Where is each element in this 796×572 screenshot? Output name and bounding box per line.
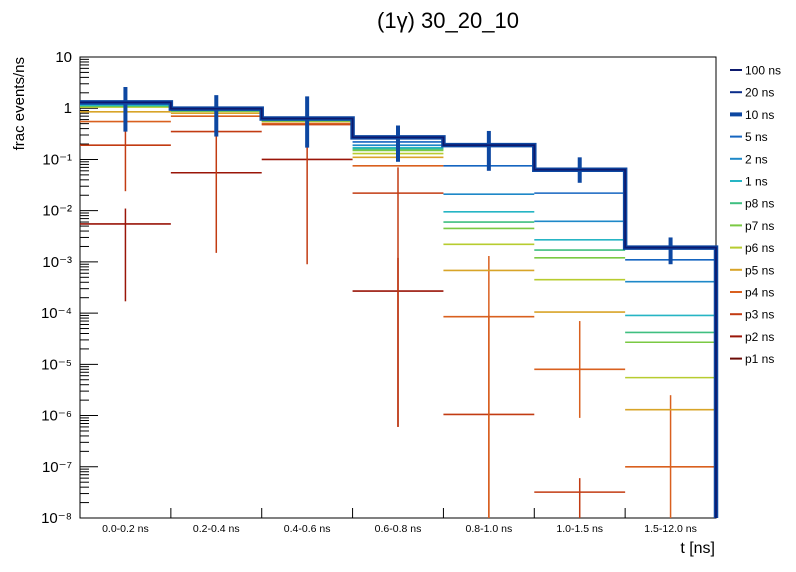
y-tick-label: 10⁻⁵ xyxy=(41,356,72,373)
legend-label: p1 ns xyxy=(745,352,774,366)
x-tick-label: 1.0-1.5 ns xyxy=(556,523,603,535)
legend-label: p2 ns xyxy=(745,330,774,344)
legend-label: p7 ns xyxy=(745,219,774,233)
legend: 100 ns 20 ns 10 ns 5 ns 2 ns 1 ns p8 ns p7 ns p6… xyxy=(730,64,781,366)
y-axis-label: frac events/ns xyxy=(11,57,28,150)
y-tick-label: 10⁻³ xyxy=(42,254,72,271)
legend-label: 2 ns xyxy=(745,152,768,166)
legend-label: p4 ns xyxy=(745,286,774,300)
legend-label: 1 ns xyxy=(745,175,768,189)
series-step-line xyxy=(80,101,717,518)
x-axis-label: t [ns] xyxy=(680,540,715,557)
x-tick-label: 0.4-0.6 ns xyxy=(284,523,331,535)
legend-label: 5 ns xyxy=(745,130,768,144)
y-tick-label: 10⁻⁷ xyxy=(42,459,72,476)
y-tick-label: 10⁻² xyxy=(42,203,72,220)
legend-label: 10 ns xyxy=(745,108,774,122)
chart-title: (1γ) 30_20_10 xyxy=(377,8,519,33)
y-tick-label: 10⁻⁴ xyxy=(41,305,72,322)
x-tick-label: 1.5-12.0 ns xyxy=(644,523,697,535)
legend-label: p3 ns xyxy=(745,308,774,322)
y-tick-label: 10⁻¹ xyxy=(42,151,72,168)
legend-label: p6 ns xyxy=(745,241,774,255)
legend-label: p8 ns xyxy=(745,197,774,211)
x-tick-label: 0.8-1.0 ns xyxy=(466,523,513,535)
x-tick-label: 0.0-0.2 ns xyxy=(102,523,149,535)
y-tick-label: 1 xyxy=(64,100,72,117)
y-tick-label: 10⁻⁶ xyxy=(41,408,72,425)
plot-area: 10 1 10⁻¹ 10⁻² 10⁻³ 10⁻⁴ 10⁻⁵ 10⁻⁶ 10⁻⁷ 10⁻⁸ 0.0-0… xyxy=(41,49,719,535)
x-tick-label: 0.6-0.8 ns xyxy=(375,523,422,535)
x-tick-label: 0.2-0.4 ns xyxy=(193,523,240,535)
y-tick-label: 10 xyxy=(55,49,72,66)
legend-label: 100 ns xyxy=(745,64,781,78)
legend-label: 20 ns xyxy=(745,86,774,100)
legend-label: p5 ns xyxy=(745,263,774,277)
y-tick-label: 10⁻⁸ xyxy=(41,510,72,527)
